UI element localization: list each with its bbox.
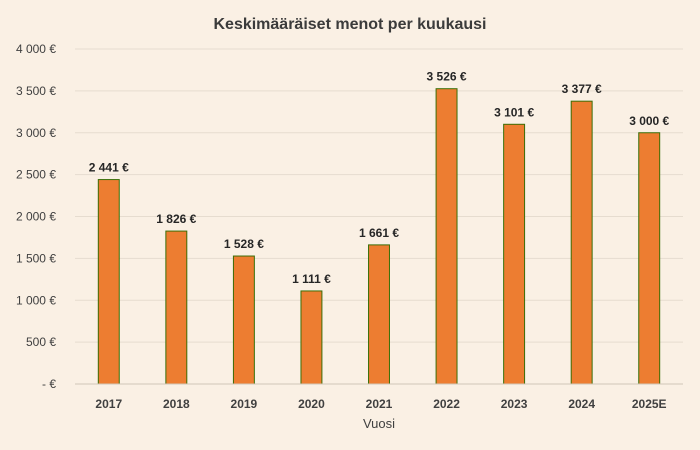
- data-label: 1 826 €: [156, 212, 196, 226]
- y-tick-label: 1 000 €: [16, 293, 56, 307]
- y-tick-label: 2 000 €: [16, 210, 56, 224]
- data-labels: 2 441 € 1 826 € 1 528 € 1 111 € 1 661 € 3 526…: [89, 70, 670, 286]
- bar: [368, 244, 390, 385]
- y-tick-label: 1 500 €: [16, 251, 56, 265]
- data-label: 3 101 €: [494, 105, 534, 119]
- bar: [300, 290, 323, 385]
- x-tick-label: 2018: [163, 397, 190, 411]
- y-tick-label: 4 000 €: [16, 42, 56, 56]
- x-tick-label: 2020: [298, 397, 325, 411]
- bar: [232, 255, 255, 385]
- x-tick-label: 2021: [366, 397, 393, 411]
- y-tick-label: 3 500 €: [16, 84, 56, 98]
- x-tick-label: 2023: [501, 397, 528, 411]
- x-tick-label: 2025E: [632, 397, 667, 411]
- x-tick-label: 2019: [231, 397, 258, 411]
- bar: [165, 230, 188, 385]
- bar: [435, 88, 458, 385]
- y-tick-label: 3 000 €: [16, 126, 56, 140]
- data-label: 3 526 €: [427, 70, 467, 84]
- data-label: 1 528 €: [224, 237, 264, 251]
- data-label: 1 661 €: [359, 226, 399, 240]
- bar: [503, 123, 526, 385]
- data-label: 3 000 €: [629, 114, 669, 128]
- x-tick-label: 2022: [433, 397, 460, 411]
- chart-title: Keskimääräiset menot per kuukausi: [213, 16, 486, 33]
- data-label: 3 377 €: [562, 82, 602, 96]
- y-tick-label: 2 500 €: [16, 168, 56, 182]
- data-label: 1 111 €: [292, 272, 331, 286]
- data-label: 2 441 €: [89, 161, 129, 175]
- x-tick-label: 2017: [95, 397, 122, 411]
- x-axis-ticks: 2017 2018 2019 2020 2021 2022 2023 2024 2025E: [95, 397, 666, 411]
- bar: [638, 132, 661, 385]
- x-tick-label: 2024: [568, 397, 595, 411]
- bar: [570, 100, 593, 385]
- y-tick-label: - €: [42, 377, 56, 391]
- y-tick-label: 500 €: [26, 335, 56, 349]
- y-axis-ticks: - € 500 € 1 000 € 1 500 € 2 000 € 2 500 € 3 00…: [16, 42, 56, 391]
- x-axis-title: Vuosi: [363, 416, 395, 431]
- bar: [97, 179, 120, 385]
